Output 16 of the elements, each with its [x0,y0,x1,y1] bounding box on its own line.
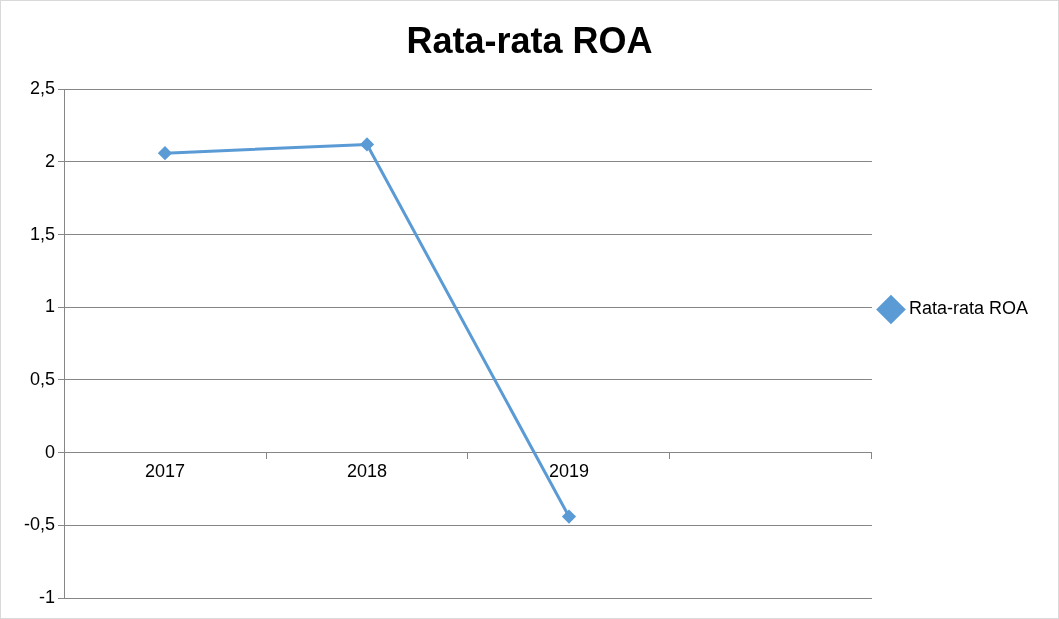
y-tick-label: -0,5 [23,514,56,535]
y-tick-label: -1 [39,586,56,607]
legend-label: Rata-rata ROA [908,298,1029,319]
point [158,146,172,160]
y-tick-label: 0,5 [29,368,56,389]
y-tick-label: 1,5 [29,223,56,244]
x-tick-label: 2019 [548,461,590,482]
chart-title: Rata-rata ROA [406,19,653,61]
y-tick-label: 0 [45,441,56,462]
x-tick-label: 2018 [346,461,388,482]
point [360,137,374,151]
point [562,510,576,524]
y-tick-label: 1 [45,296,56,317]
y-tick-label: 2,5 [29,78,56,99]
x-tick-label: 2017 [144,461,186,482]
y-tick-label: 2 [45,150,56,171]
